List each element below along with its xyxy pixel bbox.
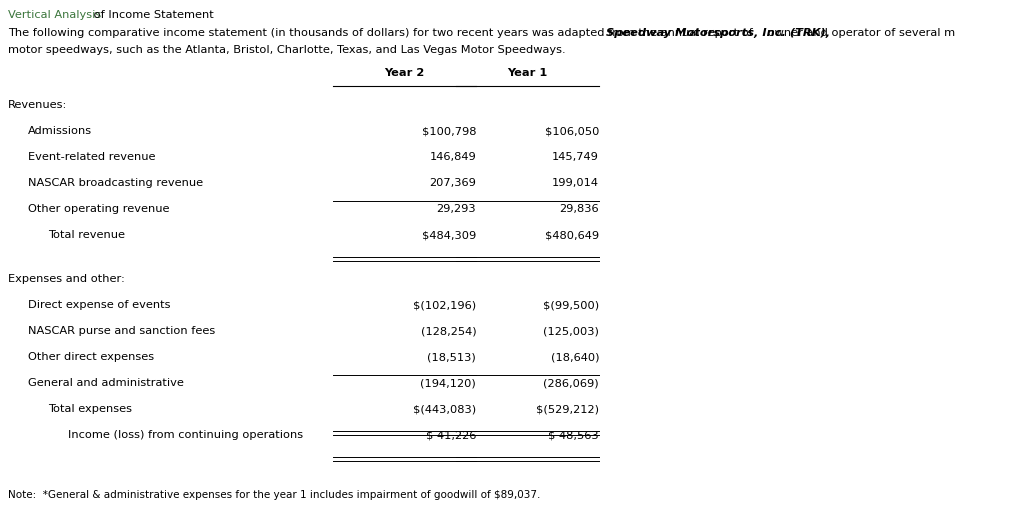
Text: Year 2: Year 2 bbox=[384, 68, 425, 78]
Text: Year 1: Year 1 bbox=[507, 68, 548, 78]
Text: (18,640): (18,640) bbox=[551, 352, 599, 362]
Text: 199,014: 199,014 bbox=[552, 178, 599, 188]
Text: (286,069): (286,069) bbox=[544, 378, 599, 388]
Text: $100,798: $100,798 bbox=[422, 126, 476, 136]
Text: Other direct expenses: Other direct expenses bbox=[28, 352, 155, 362]
Text: of Income Statement: of Income Statement bbox=[90, 10, 214, 20]
Text: Vertical Analysis: Vertical Analysis bbox=[8, 10, 101, 20]
Text: Speedway Motorsports, Inc. (TRK),: Speedway Motorsports, Inc. (TRK), bbox=[606, 28, 830, 38]
Text: Expenses and other:: Expenses and other: bbox=[8, 274, 125, 284]
Text: $ 48,563: $ 48,563 bbox=[549, 430, 599, 440]
Text: 207,369: 207,369 bbox=[429, 178, 476, 188]
Text: $(529,212): $(529,212) bbox=[536, 404, 599, 414]
Text: 29,836: 29,836 bbox=[559, 204, 599, 214]
Text: $(102,196): $(102,196) bbox=[413, 300, 476, 310]
Text: NASCAR broadcasting revenue: NASCAR broadcasting revenue bbox=[28, 178, 203, 188]
Text: 29,293: 29,293 bbox=[436, 204, 476, 214]
Text: General and administrative: General and administrative bbox=[28, 378, 184, 388]
Text: Admissions: Admissions bbox=[28, 126, 92, 136]
Text: $480,649: $480,649 bbox=[545, 230, 599, 240]
Text: $ 41,226: $ 41,226 bbox=[426, 430, 476, 440]
Text: $106,050: $106,050 bbox=[545, 126, 599, 136]
Text: (18,513): (18,513) bbox=[427, 352, 476, 362]
Text: Revenues:: Revenues: bbox=[8, 100, 68, 110]
Text: Note:  *General & administrative expenses for the year 1 includes impairment of : Note: *General & administrative expenses… bbox=[8, 490, 541, 500]
Text: $484,309: $484,309 bbox=[422, 230, 476, 240]
Text: Direct expense of events: Direct expense of events bbox=[28, 300, 171, 310]
Text: The following comparative income statement (in thousands of dollars) for two rec: The following comparative income stateme… bbox=[8, 28, 757, 38]
Text: Other operating revenue: Other operating revenue bbox=[28, 204, 170, 214]
Text: Total revenue: Total revenue bbox=[48, 230, 125, 240]
Text: (194,120): (194,120) bbox=[421, 378, 476, 388]
Text: owner and operator of several m: owner and operator of several m bbox=[764, 28, 955, 38]
Text: (128,254): (128,254) bbox=[421, 326, 476, 336]
Text: (125,003): (125,003) bbox=[543, 326, 599, 336]
Text: $(99,500): $(99,500) bbox=[543, 300, 599, 310]
Text: Total expenses: Total expenses bbox=[48, 404, 132, 414]
Text: motor speedways, such as the Atlanta, Bristol, Charlotte, Texas, and Las Vegas M: motor speedways, such as the Atlanta, Br… bbox=[8, 45, 565, 55]
Text: Event-related revenue: Event-related revenue bbox=[28, 152, 156, 162]
Text: 145,749: 145,749 bbox=[552, 152, 599, 162]
Text: $(443,083): $(443,083) bbox=[413, 404, 476, 414]
Text: Income (loss) from continuing operations: Income (loss) from continuing operations bbox=[68, 430, 303, 440]
Text: NASCAR purse and sanction fees: NASCAR purse and sanction fees bbox=[28, 326, 215, 336]
Text: 146,849: 146,849 bbox=[429, 152, 476, 162]
